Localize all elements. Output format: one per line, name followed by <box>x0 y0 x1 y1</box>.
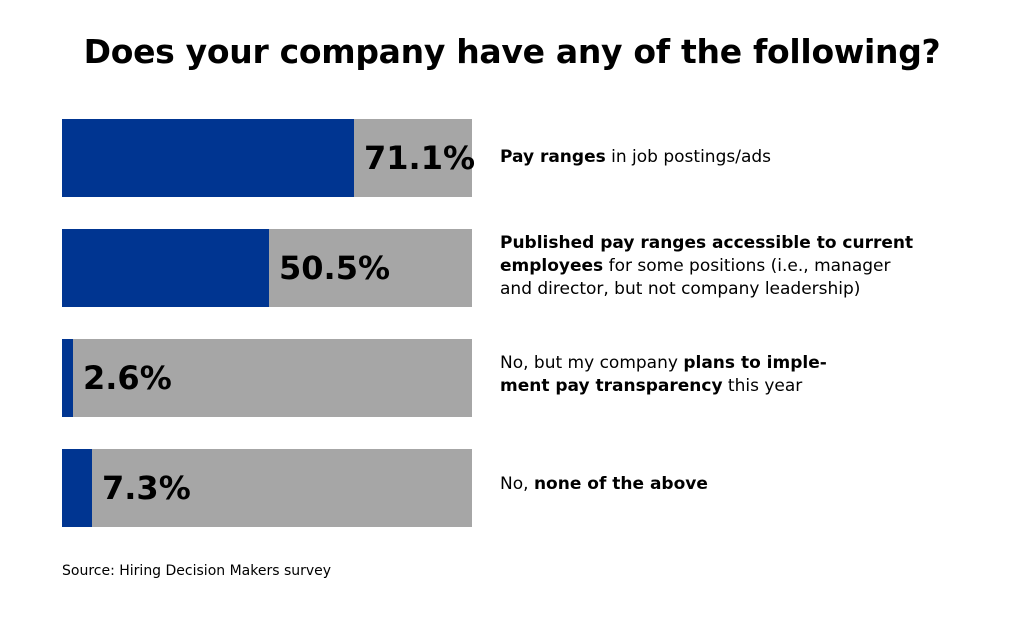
bar-track: 7.3% <box>62 449 472 527</box>
chart-title: Does your company have any of the follow… <box>83 32 941 71</box>
bar-row: 50.5% Published pay ranges accessible to … <box>0 229 1024 307</box>
label-text: this year <box>722 376 803 396</box>
bar-value-label: 2.6% <box>83 359 172 397</box>
label-text: in job postings/ads <box>605 147 772 167</box>
label-text: for some positions (i.e., manager <box>603 256 891 276</box>
bar-fill <box>62 339 73 417</box>
label-text: No, but my company <box>500 353 684 373</box>
bar-value-label: 71.1% <box>364 139 476 177</box>
bar-fill <box>62 119 354 197</box>
label-emphasis: ment pay transparency <box>500 376 723 396</box>
bar-track: 50.5% <box>62 229 472 307</box>
label-emphasis: none of the above <box>533 474 708 494</box>
source-note: Source: Hiring Decision Makers survey <box>62 563 332 579</box>
bar-track: 71.1% <box>62 119 476 197</box>
bar-value-label: 7.3% <box>102 469 191 507</box>
bar-category-label: No, none of the above <box>500 473 940 496</box>
label-emphasis: plans to imple- <box>683 353 827 373</box>
label-emphasis: Published pay ranges accessible to curre… <box>500 233 914 253</box>
bar-value-label: 50.5% <box>279 249 391 287</box>
label-emphasis: employees <box>500 256 604 276</box>
bar-fill <box>62 229 269 307</box>
bar-category-label: Pay ranges in job postings/ads <box>500 146 940 169</box>
label-emphasis: Pay ranges <box>500 147 606 167</box>
bar-row: 7.3% No, none of the above <box>0 449 1024 527</box>
label-text: and director, but not company leadership… <box>500 279 861 299</box>
bar-fill <box>62 449 92 527</box>
label-text: No, <box>500 474 534 494</box>
bar-track: 2.6% <box>62 339 472 417</box>
bar-category-label: Published pay ranges accessible to curre… <box>500 232 940 301</box>
bar-row: 2.6% No, but my company plans to imple-me… <box>0 339 1024 417</box>
bar-row: 71.1% Pay ranges in job postings/ads <box>0 119 1024 197</box>
bar-category-label: No, but my company plans to imple-ment p… <box>500 352 940 398</box>
